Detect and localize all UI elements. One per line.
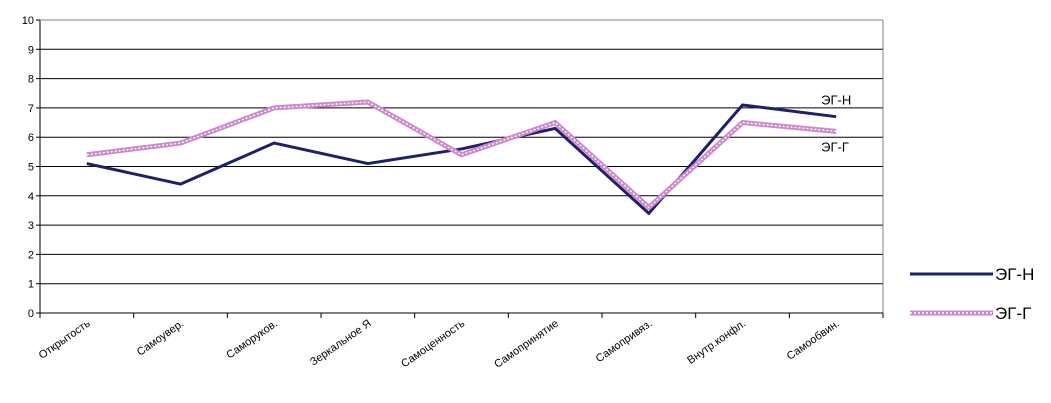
x-tick-label: Самоувер. (135, 318, 186, 359)
y-tick-label: 2 (28, 249, 34, 261)
legend-label: ЭГ-Н (995, 265, 1034, 284)
series-lines (86, 99, 837, 215)
y-tick-label: 5 (28, 162, 34, 174)
x-tick-label: Самообвин. (785, 318, 842, 363)
y-tick-label: 4 (28, 191, 34, 203)
x-axis-ticks: Открытость Самоувер. Саморуков. Зеркальное … (37, 313, 884, 371)
series-annotation: ЭГ-Г (821, 139, 849, 154)
y-tick-label: 3 (28, 220, 34, 232)
y-axis-ticks: 0 1 2 3 4 5 6 7 8 9 10 (22, 15, 40, 320)
x-tick-label: Самопринятие (492, 318, 561, 371)
grid-lines (40, 19, 883, 285)
series-line-eg-g-pattern (86, 101, 837, 209)
x-tick-label: Зеркальное Я (308, 318, 374, 369)
series-annotation: ЭГ-Н (821, 93, 851, 108)
y-tick-label: 6 (28, 132, 34, 144)
y-tick-label: 7 (28, 103, 34, 115)
legend: ЭГ-Н ЭГ-Г (910, 265, 1034, 323)
legend-label: ЭГ-Г (995, 304, 1031, 323)
series-annotations: ЭГ-Н ЭГ-Г (821, 93, 851, 155)
x-tick-label: Саморуков. (224, 318, 279, 362)
chart-axes (39, 19, 884, 314)
x-tick-label: Самоценность (399, 317, 467, 370)
y-tick-label: 0 (28, 308, 34, 320)
x-tick-label: Самопривяз. (594, 318, 655, 366)
series-line-eg-n (86, 103, 837, 215)
series-line-eg-g (86, 99, 837, 211)
y-tick-label: 10 (22, 15, 34, 27)
y-tick-label: 1 (28, 279, 34, 291)
y-tick-label: 8 (28, 74, 34, 86)
y-tick-label: 9 (28, 44, 34, 56)
x-tick-label: Внутр.конфл. (685, 318, 748, 367)
x-tick-label: Открытость (37, 317, 93, 361)
